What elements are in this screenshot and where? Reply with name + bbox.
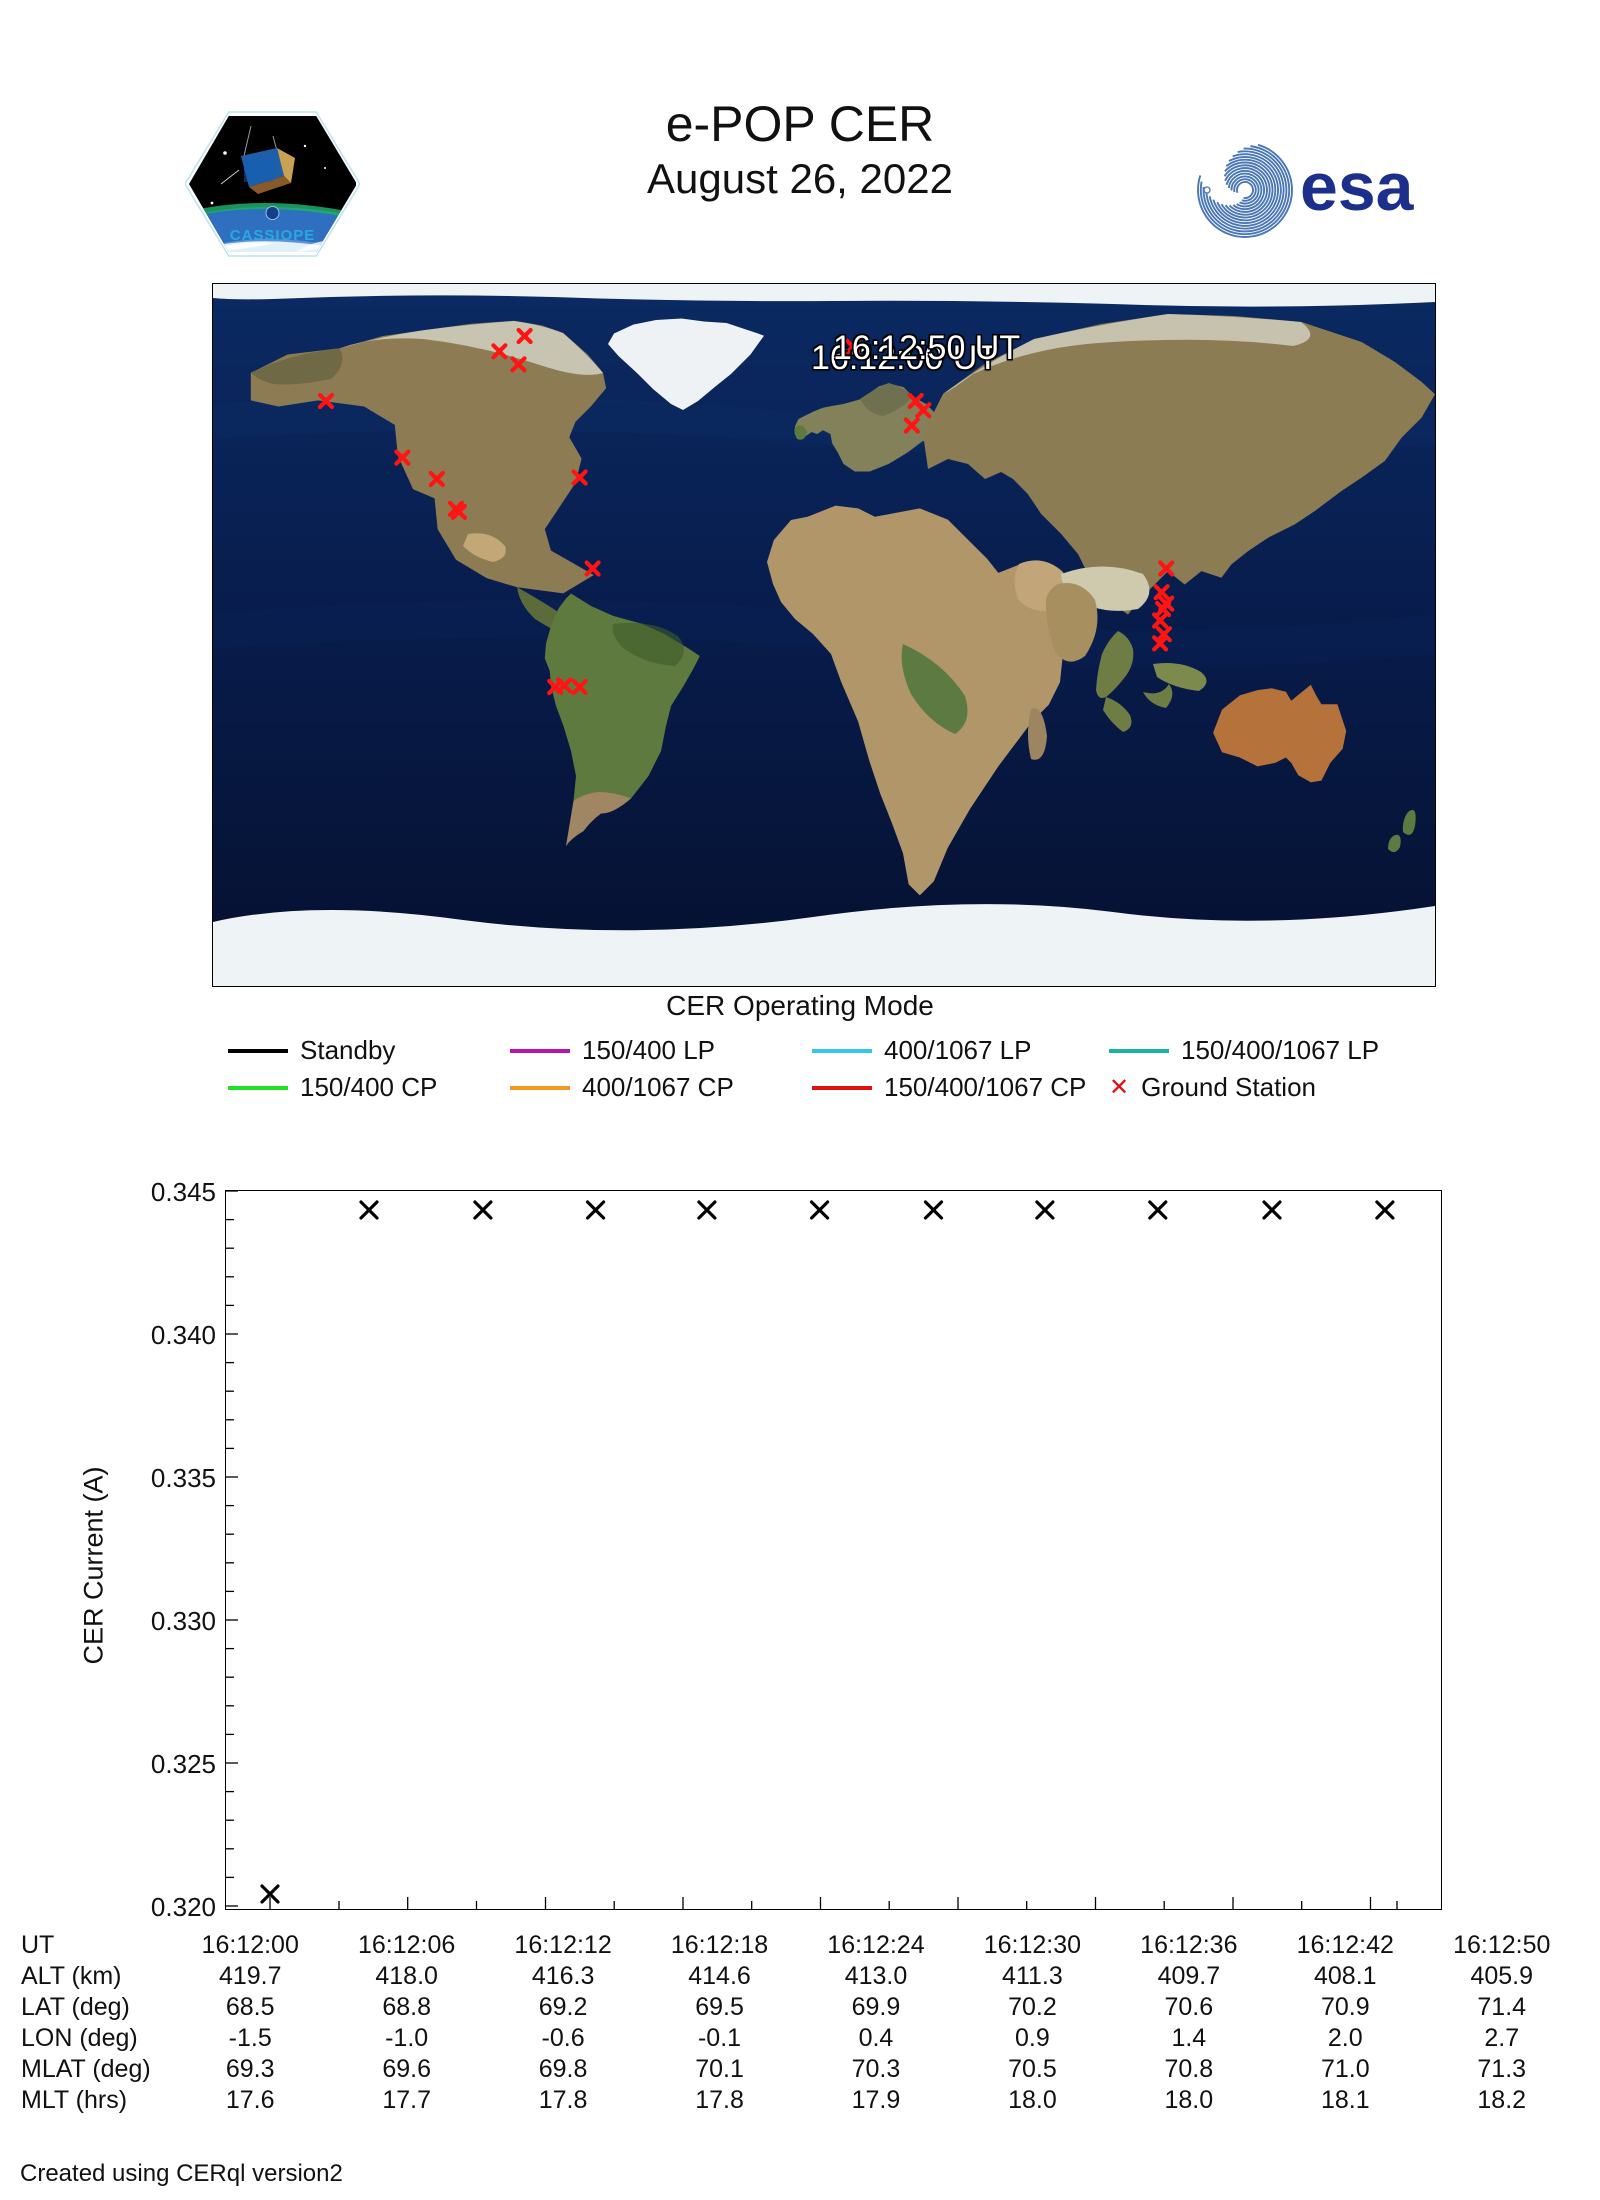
svg-text:CASSIOPE: CASSIOPE xyxy=(230,227,316,244)
